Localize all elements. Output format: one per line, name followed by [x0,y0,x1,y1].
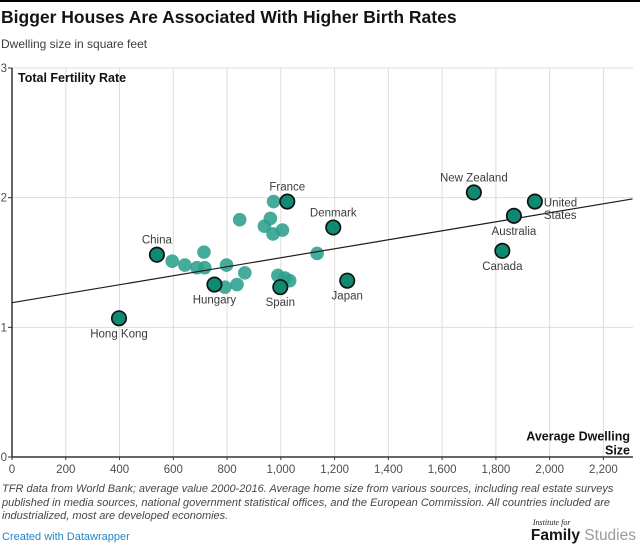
country-label-new-zealand: New Zealand [440,172,508,184]
logo-family-studies: Family Studies [531,527,636,544]
country-label-hong-kong: Hong Kong [90,328,148,340]
data-point[interactable] [263,211,278,226]
data-point[interactable] [197,260,212,275]
country-label-spain: Spain [266,297,295,309]
data-point-australia[interactable] [505,207,522,224]
x-tick-label: 0 [9,464,15,476]
x-tick-label: 1,000 [266,464,295,476]
y-tick-label: 2 [1,193,7,205]
data-point[interactable] [238,266,252,280]
chart-subtitle: Dwelling size in square feet [1,37,148,51]
x-tick-label: 200 [56,464,75,476]
x-tick-label: 2,000 [535,464,564,476]
ifs-logo: Institute for Family Studies [531,518,636,545]
country-label-united-states: United States [544,198,577,223]
x-tick-label: 400 [110,464,129,476]
country-label-hungary: Hungary [193,295,237,307]
y-tick-label: 0 [1,452,7,464]
data-point[interactable] [310,246,324,261]
data-point-china[interactable] [148,246,165,263]
data-point-denmark[interactable] [325,219,342,236]
source-note: TFR data from World Bank; average value … [2,483,614,522]
trend-line [11,198,633,304]
y-axis-title: Total Fertility Rate [18,71,126,85]
data-point[interactable] [197,245,211,259]
data-point[interactable] [266,194,281,209]
data-point-new-zealand[interactable] [465,184,482,201]
country-label-japan: Japan [332,291,363,303]
country-label-denmark: Denmark [310,207,357,219]
x-tick-label: 1,400 [374,464,403,476]
datawrapper-credit-link[interactable]: Created with Datawrapper [2,531,130,543]
data-point-canada[interactable] [494,242,511,259]
data-point-hungary[interactable] [206,276,223,293]
data-point[interactable] [165,254,180,269]
country-label-australia: Australia [492,226,537,238]
data-point[interactable] [275,223,290,237]
data-point-spain[interactable] [272,279,289,296]
chart-title: Bigger Houses Are Associated With Higher… [1,7,457,27]
logo-studies: Studies [584,527,636,544]
x-tick-label: 600 [164,464,183,476]
x-axis-title: Average Dwelling Size [526,430,630,458]
data-point-hong-kong[interactable] [110,310,128,327]
logo-family: Family [530,527,580,544]
data-point[interactable] [178,258,192,272]
data-point[interactable] [232,212,247,227]
country-label-canada: Canada [482,261,523,273]
data-point[interactable] [230,277,244,292]
data-point-japan[interactable] [339,272,356,289]
country-label-china: China [142,235,173,247]
x-tick-label: 1,200 [320,464,349,476]
x-tick-label: 2,200 [589,464,618,476]
data-point-france[interactable] [279,193,296,210]
logo-institute-for: Institute for [532,518,571,527]
x-tick-label: 800 [217,464,236,476]
country-label-france: France [269,182,305,194]
x-tick-label: 1,600 [428,464,457,476]
data-point-united-states[interactable] [526,193,543,210]
data-point[interactable] [219,258,234,272]
y-tick-label: 3 [1,63,7,75]
y-tick-label: 1 [1,322,7,334]
x-tick-label: 1,800 [482,464,511,476]
